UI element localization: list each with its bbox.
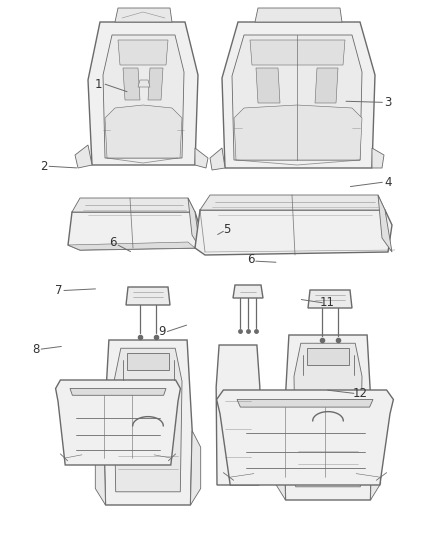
Text: 6: 6	[247, 253, 254, 266]
Polygon shape	[255, 8, 342, 22]
Text: 11: 11	[320, 296, 335, 309]
Polygon shape	[216, 345, 260, 485]
Polygon shape	[105, 105, 182, 158]
Polygon shape	[237, 400, 373, 407]
Polygon shape	[315, 68, 338, 103]
Polygon shape	[103, 35, 184, 158]
Polygon shape	[222, 22, 375, 168]
Polygon shape	[284, 335, 372, 500]
Polygon shape	[115, 8, 172, 22]
Text: 2: 2	[40, 160, 48, 173]
Polygon shape	[123, 68, 140, 100]
Text: 7: 7	[54, 284, 62, 297]
Polygon shape	[127, 353, 169, 370]
Polygon shape	[188, 198, 200, 248]
Polygon shape	[138, 80, 150, 87]
Polygon shape	[276, 426, 286, 500]
Polygon shape	[68, 212, 200, 250]
Text: 1: 1	[95, 78, 102, 91]
Text: 3: 3	[384, 96, 391, 109]
Polygon shape	[195, 148, 208, 168]
Polygon shape	[195, 210, 392, 255]
Polygon shape	[233, 285, 263, 298]
Polygon shape	[56, 380, 180, 465]
Polygon shape	[104, 340, 192, 505]
Polygon shape	[372, 148, 384, 168]
Polygon shape	[114, 348, 182, 492]
Polygon shape	[250, 40, 345, 65]
Text: 8: 8	[32, 343, 39, 356]
Polygon shape	[217, 390, 393, 485]
Text: 5: 5	[223, 223, 230, 236]
Text: 12: 12	[353, 387, 367, 400]
Polygon shape	[200, 195, 385, 210]
Polygon shape	[148, 68, 163, 100]
Polygon shape	[294, 343, 362, 487]
Polygon shape	[232, 35, 362, 160]
Text: 9: 9	[158, 325, 166, 338]
Polygon shape	[126, 287, 170, 305]
Polygon shape	[72, 198, 195, 212]
Polygon shape	[70, 389, 166, 395]
Polygon shape	[68, 242, 195, 250]
Polygon shape	[210, 148, 225, 170]
Polygon shape	[371, 426, 381, 500]
Polygon shape	[88, 22, 198, 165]
Polygon shape	[75, 145, 92, 168]
Polygon shape	[234, 105, 362, 160]
Polygon shape	[256, 68, 280, 103]
Polygon shape	[378, 195, 392, 252]
Text: 4: 4	[384, 176, 392, 189]
Polygon shape	[308, 290, 352, 308]
Text: 6: 6	[109, 236, 117, 249]
Polygon shape	[95, 431, 106, 505]
Polygon shape	[191, 431, 201, 505]
Polygon shape	[307, 348, 349, 365]
Polygon shape	[118, 40, 168, 65]
